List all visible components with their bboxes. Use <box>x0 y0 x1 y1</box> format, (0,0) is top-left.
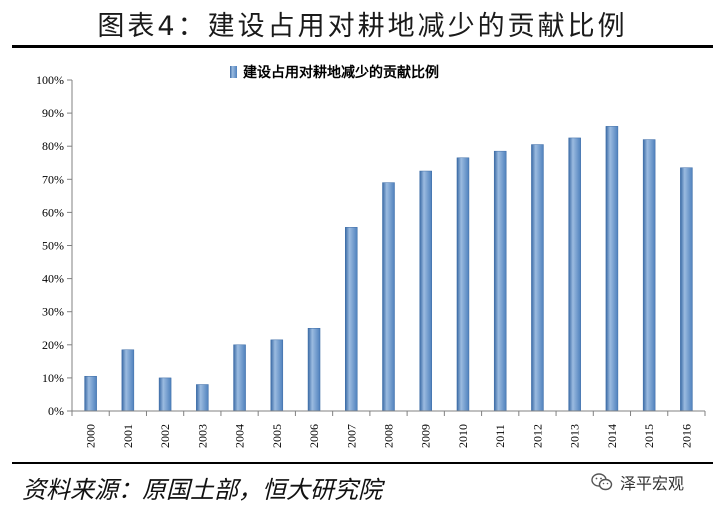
bar <box>84 375 97 412</box>
x-tick-label: 2014 <box>605 424 619 448</box>
bar <box>642 139 656 412</box>
bar <box>121 349 135 412</box>
bar <box>680 167 693 412</box>
bar <box>456 157 470 412</box>
x-tick-label: 2002 <box>158 424 172 448</box>
bar <box>605 126 619 412</box>
y-tick-label: 30% <box>42 305 64 319</box>
y-tick-label: 70% <box>42 172 64 186</box>
x-axis: 2000 2001 2002 2003 2004 2005 2006 2007 2008 2009… <box>71 410 706 448</box>
y-tick-label: 90% <box>42 106 64 120</box>
bar <box>270 339 284 412</box>
y-tick-label: 50% <box>42 239 64 253</box>
bar <box>307 328 321 412</box>
x-tick-label: 2015 <box>642 424 656 448</box>
y-tick-label: 20% <box>42 338 64 352</box>
y-tick-label: 0% <box>48 404 64 418</box>
source-note: 资料来源：原国土部，恒大研究院 <box>22 476 382 504</box>
bar <box>233 344 246 412</box>
bar <box>531 144 544 412</box>
bar <box>158 377 172 412</box>
y-tick-label: 40% <box>42 272 64 286</box>
y-tick-label: 80% <box>42 139 64 153</box>
x-tick-label: 2010 <box>456 424 470 448</box>
x-tick-label: 2012 <box>530 424 544 448</box>
bar <box>493 150 507 412</box>
title-rule <box>12 45 713 48</box>
y-tick-label: 100% <box>36 73 64 87</box>
bar-chart: 建设占用对耕地减少的贡献比例 0% 10% 20% 30% 40% 50% 60% 70% 80… <box>36 64 706 448</box>
bar <box>568 137 581 412</box>
x-tick-label: 2016 <box>679 424 693 448</box>
legend-swatch <box>230 66 237 78</box>
y-axis: 0% 10% 20% 30% 40% 50% 60% 70% 80% 90% 100% <box>36 73 73 418</box>
x-tick-label: 2008 <box>382 424 396 448</box>
bar <box>419 170 432 412</box>
watermark-text: 泽平宏观 <box>620 474 685 493</box>
bar <box>345 227 358 412</box>
x-tick-label: 2013 <box>568 424 582 448</box>
x-tick-label: 2003 <box>195 424 209 448</box>
watermark: 泽平宏观 <box>590 470 684 494</box>
x-tick-label: 2007 <box>344 424 358 448</box>
x-tick-label: 2009 <box>419 424 433 448</box>
x-tick-label: 2001 <box>121 424 135 448</box>
x-tick-label: 2000 <box>84 424 98 448</box>
chart-legend: 建设占用对耕地减少的贡献比例 <box>230 64 439 81</box>
wechat-icon <box>591 473 613 491</box>
bottom-rule <box>12 462 713 464</box>
bar <box>196 384 209 412</box>
legend-label: 建设占用对耕地减少的贡献比例 <box>243 64 439 81</box>
x-tick-label: 2011 <box>493 424 507 448</box>
bar <box>382 182 395 412</box>
y-tick-label: 10% <box>42 371 64 385</box>
x-tick-label: 2005 <box>270 424 284 448</box>
x-tick-label: 2004 <box>233 424 247 448</box>
bars <box>84 126 693 412</box>
figure-title: 图表4：建设占用对耕地减少的贡献比例 <box>97 11 628 42</box>
y-tick-label: 60% <box>42 205 64 219</box>
x-tick-label: 2006 <box>307 424 321 448</box>
